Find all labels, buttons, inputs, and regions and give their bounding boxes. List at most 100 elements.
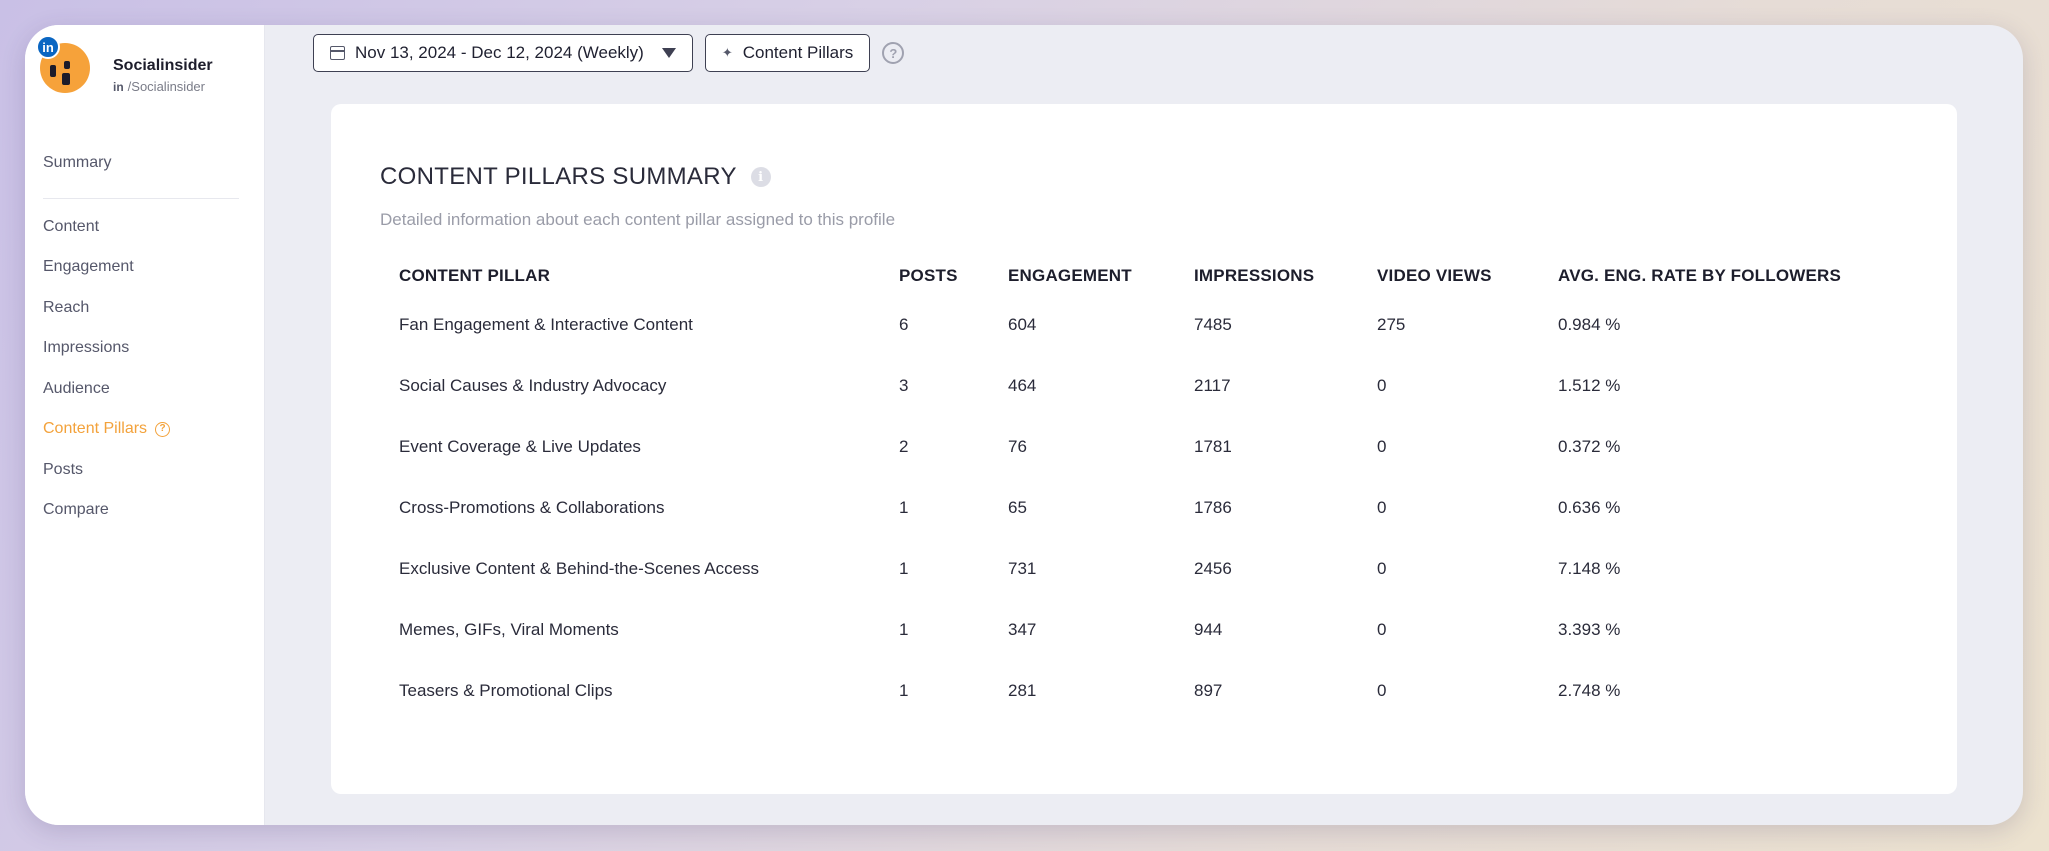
cell-impressions: 2117: [1194, 375, 1231, 395]
cell-avg-eng-rate: 2.748 %: [1558, 680, 1621, 700]
sidebar-item-impressions[interactable]: Impressions: [43, 328, 243, 369]
cell-pillar: Memes, GIFs, Viral Moments: [399, 619, 619, 639]
cell-engagement: 347: [1008, 619, 1037, 639]
cell-pillar: Exclusive Content & Behind-the-Scenes Ac…: [399, 558, 760, 578]
cell-avg-eng-rate: 7.148 %: [1558, 558, 1621, 578]
sidebar-item-summary[interactable]: Summary: [43, 143, 243, 184]
sparkle-icon: ✦: [721, 45, 733, 60]
sidebar-item-content-pillars[interactable]: Content Pillars ?: [43, 409, 243, 450]
table-row: Social Causes & Industry Advocacy 3 464 …: [399, 355, 1878, 416]
cell-impressions: 1781: [1194, 436, 1232, 456]
cell-impressions: 944: [1194, 619, 1223, 639]
cell-engagement: 65: [1008, 497, 1027, 517]
sidebar-item-label: Summary: [43, 154, 112, 171]
card-title: CONTENT PILLARS SUMMARY: [380, 163, 737, 190]
table-row: Exclusive Content & Behind-the-Scenes Ac…: [399, 538, 1878, 599]
cell-impressions: 1786: [1194, 497, 1232, 517]
app-window: in Socialinsider in /Socialinsider Summa…: [25, 25, 2023, 825]
calendar-icon: [330, 46, 345, 60]
cell-pillar: Social Causes & Industry Advocacy: [399, 375, 667, 395]
cell-engagement: 281: [1008, 680, 1037, 700]
table-row: Teasers & Promotional Clips 1 281 897 0 …: [399, 660, 1878, 721]
cell-posts: 1: [899, 497, 909, 517]
cell-posts: 6: [899, 314, 909, 334]
cell-pillar: Event Coverage & Live Updates: [399, 436, 641, 456]
sidebar-item-engagement[interactable]: Engagement: [43, 247, 243, 288]
column-header-posts[interactable]: POSTS: [899, 266, 958, 285]
profile-header[interactable]: in Socialinsider in /Socialinsider: [36, 35, 260, 97]
cell-video-views: 0: [1377, 680, 1387, 700]
date-range-dropdown[interactable]: Nov 13, 2024 - Dec 12, 2024 (Weekly): [313, 34, 693, 72]
column-header-avg-eng-rate[interactable]: AVG. ENG. RATE BY FOLLOWERS: [1558, 266, 1842, 285]
cell-posts: 1: [899, 619, 909, 639]
table-row: Memes, GIFs, Viral Moments 1 347 944 0 3…: [399, 599, 1878, 660]
cell-avg-eng-rate: 3.393 %: [1558, 619, 1621, 639]
cell-avg-eng-rate: 1.512 %: [1558, 375, 1621, 395]
content-pillars-summary-card: CONTENT PILLARS SUMMARY i Detailed infor…: [331, 104, 1957, 794]
sidebar-nav: Summary Content Engagement Reach Impress…: [43, 143, 243, 531]
content-pillars-table: CONTENT PILLAR POSTS ENGAGEMENT IMPRESSI…: [399, 234, 1878, 721]
card-subtitle: Detailed information about each content …: [380, 210, 896, 229]
table-row: Fan Engagement & Interactive Content 6 6…: [399, 294, 1878, 355]
help-circle-icon[interactable]: ?: [882, 42, 905, 64]
cell-video-views: 0: [1377, 619, 1387, 639]
cell-impressions: 2456: [1194, 558, 1232, 578]
cell-video-views: 0: [1377, 497, 1387, 517]
cell-video-views: 0: [1377, 558, 1387, 578]
cell-impressions: 897: [1194, 680, 1223, 700]
cell-engagement: 464: [1008, 375, 1037, 395]
sidebar-item-label: Posts: [43, 460, 84, 478]
sidebar: in Socialinsider in /Socialinsider Summa…: [25, 25, 265, 825]
cell-pillar: Fan Engagement & Interactive Content: [399, 314, 693, 334]
info-icon[interactable]: i: [750, 167, 771, 187]
cell-engagement: 76: [1008, 436, 1027, 456]
table-header-row: CONTENT PILLAR POSTS ENGAGEMENT IMPRESSI…: [399, 234, 1878, 294]
sidebar-divider: [43, 197, 239, 199]
column-header-engagement[interactable]: ENGAGEMENT: [1008, 266, 1132, 285]
column-header-video-views[interactable]: VIDEO VIEWS: [1377, 266, 1492, 285]
profile-name: Socialinsider: [113, 57, 213, 74]
content-pillars-button[interactable]: ✦ Content Pillars: [704, 34, 871, 72]
toolbar: Nov 13, 2024 - Dec 12, 2024 (Weekly) ✦ C…: [313, 34, 905, 72]
sidebar-item-label: Engagement: [43, 258, 134, 275]
sidebar-item-label: Audience: [43, 379, 110, 397]
sidebar-item-label: Content: [43, 217, 100, 235]
cell-video-views: 0: [1377, 436, 1387, 456]
profile-handle: in /Socialinsider: [113, 79, 205, 94]
cell-avg-eng-rate: 0.636 %: [1558, 497, 1621, 517]
cell-pillar: Cross-Promotions & Collaborations: [399, 497, 665, 517]
cell-avg-eng-rate: 0.372 %: [1558, 436, 1621, 456]
sidebar-item-label: Content Pillars: [43, 420, 148, 437]
cell-avg-eng-rate: 0.984 %: [1558, 314, 1621, 334]
caret-down-icon: [661, 48, 676, 58]
card-title-row: CONTENT PILLARS SUMMARY i: [380, 163, 771, 191]
sidebar-item-audience[interactable]: Audience: [43, 369, 243, 410]
cell-pillar: Teasers & Promotional Clips: [399, 680, 613, 700]
sidebar-item-label: Compare: [43, 501, 109, 518]
linkedin-mini-icon: in: [113, 79, 124, 94]
sidebar-item-posts[interactable]: Posts: [43, 450, 243, 491]
cell-posts: 1: [899, 680, 909, 700]
sidebar-item-label: Reach: [43, 298, 90, 316]
cell-video-views: 0: [1377, 375, 1387, 395]
cell-posts: 2: [899, 436, 909, 456]
sidebar-item-compare[interactable]: Compare: [43, 490, 243, 531]
sidebar-item-content[interactable]: Content: [43, 207, 243, 248]
help-icon[interactable]: ?: [155, 421, 171, 437]
profile-handle-text: /Socialinsider: [127, 79, 205, 94]
sidebar-item-reach[interactable]: Reach: [43, 288, 243, 329]
column-header-impressions[interactable]: IMPRESSIONS: [1194, 266, 1315, 285]
linkedin-icon: in: [36, 35, 60, 59]
content-pillars-label: Content Pillars: [742, 43, 854, 62]
date-range-label: Nov 13, 2024 - Dec 12, 2024 (Weekly): [355, 43, 644, 62]
table-row: Event Coverage & Live Updates 2 76 1781 …: [399, 416, 1878, 477]
cell-posts: 1: [899, 558, 909, 578]
cell-posts: 3: [899, 375, 909, 395]
cell-engagement: 604: [1008, 314, 1037, 334]
table-row: Cross-Promotions & Collaborations 1 65 1…: [399, 477, 1878, 538]
cell-engagement: 731: [1008, 558, 1037, 578]
cell-video-views: 275: [1377, 314, 1406, 334]
sidebar-item-label: Impressions: [43, 339, 130, 356]
cell-impressions: 7485: [1194, 314, 1232, 334]
column-header-content-pillar[interactable]: CONTENT PILLAR: [399, 266, 551, 285]
